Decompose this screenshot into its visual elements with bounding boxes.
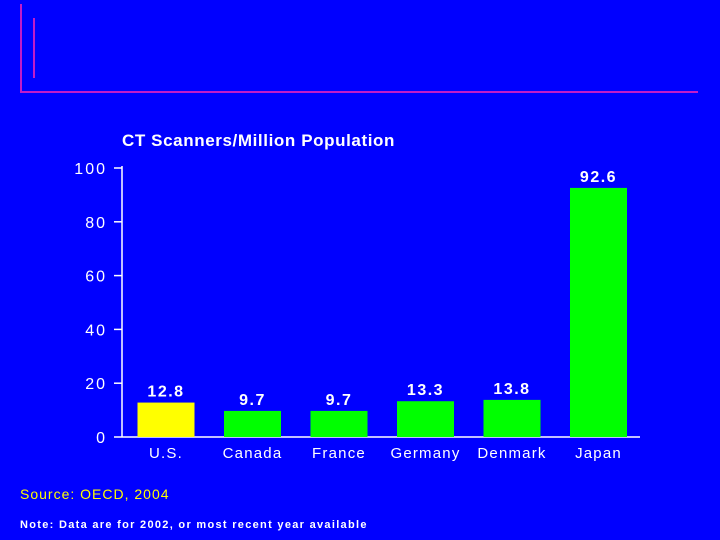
source-text: Source: OECD, 2004 xyxy=(20,486,170,502)
bar xyxy=(397,401,454,437)
value-label: 12.8 xyxy=(147,384,184,401)
y-tick-label: 20 xyxy=(85,376,107,393)
category-label: Canada xyxy=(223,445,283,462)
y-tick-label: 0 xyxy=(96,430,107,447)
bar xyxy=(224,410,281,437)
frame-line-inner xyxy=(33,18,35,78)
value-label: 92.6 xyxy=(580,169,617,186)
y-tick-label: 100 xyxy=(74,161,107,178)
y-tick-label: 40 xyxy=(85,322,107,339)
category-label: Japan xyxy=(575,445,622,462)
bar xyxy=(137,402,195,437)
bar xyxy=(483,399,541,437)
chart-title: CT Scanners/Million Population xyxy=(122,131,396,150)
note-text: Note: Data are for 2002, or most recent … xyxy=(20,519,368,531)
y-tick-label: 80 xyxy=(85,215,107,232)
frame-line-left xyxy=(20,4,22,93)
category-label: France xyxy=(312,445,366,462)
value-label: 9.7 xyxy=(239,392,266,409)
category-label: U.S. xyxy=(149,445,183,462)
value-label: 9.7 xyxy=(326,392,353,409)
value-label: 13.8 xyxy=(493,381,530,398)
bar xyxy=(310,410,368,437)
bar xyxy=(570,187,627,437)
category-label: Germany xyxy=(390,445,460,462)
y-tick-label: 60 xyxy=(85,269,107,286)
category-label: Denmark xyxy=(477,445,546,462)
value-label: 13.3 xyxy=(407,382,444,399)
frame-line-top xyxy=(20,91,698,93)
